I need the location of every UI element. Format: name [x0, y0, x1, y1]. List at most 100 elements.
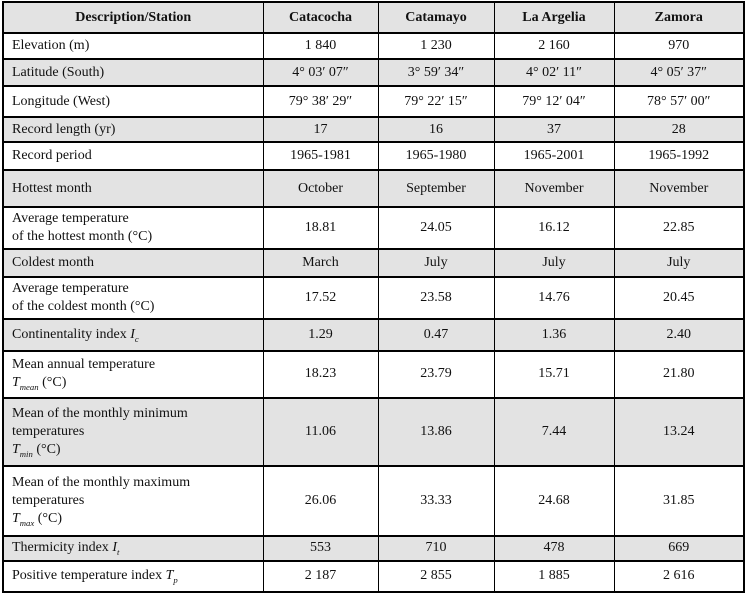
table-row: Coldest month March July July July — [2, 247, 745, 278]
value-cell: November — [493, 169, 615, 208]
table-row: Record length (yr) 17 16 37 28 — [2, 116, 745, 143]
header-row: Description/Station Catacocha Catamayo La A… — [2, 1, 745, 34]
header-cell-station: Zamora — [613, 1, 745, 34]
value-cell: 13.86 — [377, 396, 495, 467]
value-cell: November — [613, 169, 745, 208]
value-cell: 31.85 — [613, 464, 745, 537]
value-cell: 1 885 — [493, 559, 615, 593]
row-label: Record length (yr) — [2, 116, 264, 143]
value-cell: 18.81 — [262, 206, 379, 250]
value-cell: 79° 22′ 15″ — [377, 85, 495, 118]
row-label: Mean of the monthly minimum temperatures T… — [2, 396, 264, 467]
value-cell: 1.36 — [493, 317, 615, 352]
value-cell: 1965-1980 — [377, 141, 495, 171]
value-cell: 22.85 — [613, 206, 745, 250]
value-cell: 553 — [262, 534, 379, 562]
row-label: Elevation (m) — [2, 32, 264, 60]
value-cell: 1 840 — [262, 32, 379, 60]
value-cell: 2 187 — [262, 559, 379, 593]
table-row: Mean of the monthly minimum temperatures T… — [2, 396, 745, 467]
table-row: Mean annual temperature Tmean (°C) 18.23 23… — [2, 349, 745, 399]
table-row: Mean of the monthly maximum temperatures T… — [2, 464, 745, 537]
value-cell: 2 616 — [613, 559, 745, 593]
header-cell-station: Catamayo — [377, 1, 495, 34]
table-row: Positive temperature index Tp 2 187 2 855 1… — [2, 559, 745, 593]
value-cell: July — [377, 247, 495, 278]
value-cell: 1965-1981 — [262, 141, 379, 171]
value-cell: 2 855 — [377, 559, 495, 593]
value-cell: 78° 57′ 00″ — [613, 85, 745, 118]
value-cell: 1 230 — [377, 32, 495, 60]
row-label: Hottest month — [2, 169, 264, 208]
value-cell: 478 — [493, 534, 615, 562]
row-label: Continentality index Ic — [2, 317, 264, 352]
value-cell: 13.24 — [613, 396, 745, 467]
row-label: Thermicity index It — [2, 534, 264, 562]
value-cell: 0.47 — [377, 317, 495, 352]
value-cell: 15.71 — [493, 349, 615, 399]
table-row: Elevation (m) 1 840 1 230 2 160 970 — [2, 32, 745, 60]
row-label: Record period — [2, 141, 264, 171]
value-cell: 28 — [613, 116, 745, 143]
value-cell: September — [377, 169, 495, 208]
value-cell: 669 — [613, 534, 745, 562]
value-cell: July — [493, 247, 615, 278]
table-row: Average temperature of the hottest month … — [2, 206, 745, 250]
value-cell: 37 — [493, 116, 615, 143]
row-label: Latitude (South) — [2, 58, 264, 87]
value-cell: 2.40 — [613, 317, 745, 352]
value-cell: 79° 38′ 29″ — [262, 85, 379, 118]
value-cell: 3° 59′ 34″ — [377, 58, 495, 87]
value-cell: 970 — [613, 32, 745, 60]
value-cell: July — [613, 247, 745, 278]
value-cell: 16 — [377, 116, 495, 143]
table-row: Longitude (West) 79° 38′ 29″ 79° 22′ 15″ 79… — [2, 85, 745, 118]
header-cell-description-station: Description/Station — [2, 1, 264, 34]
table-header: Description/Station Catacocha Catamayo La A… — [2, 1, 745, 34]
table-body: Elevation (m) 1 840 1 230 2 160 970 Latitude … — [2, 32, 745, 593]
value-cell: 23.79 — [377, 349, 495, 399]
value-cell: 20.45 — [613, 275, 745, 320]
value-cell: 710 — [377, 534, 495, 562]
value-cell: 26.06 — [262, 464, 379, 537]
value-cell: 1965-1992 — [613, 141, 745, 171]
value-cell: 4° 05′ 37″ — [613, 58, 745, 87]
header-cell-station: La Argelia — [493, 1, 615, 34]
value-cell: 23.58 — [377, 275, 495, 320]
value-cell: 1965-2001 — [493, 141, 615, 171]
table-row: Average temperature of the coldest month … — [2, 275, 745, 320]
value-cell: 79° 12′ 04″ — [493, 85, 615, 118]
row-label: Mean annual temperature Tmean (°C) — [2, 349, 264, 399]
row-label: Longitude (West) — [2, 85, 264, 118]
header-cell-station: Catacocha — [262, 1, 379, 34]
table-row: Record period 1965-1981 1965-1980 1965-2001… — [2, 141, 745, 171]
row-label: Positive temperature index Tp — [2, 559, 264, 593]
value-cell: 17.52 — [262, 275, 379, 320]
row-label: Average temperature of the coldest month … — [2, 275, 264, 320]
value-cell: 16.12 — [493, 206, 615, 250]
value-cell: March — [262, 247, 379, 278]
value-cell: 18.23 — [262, 349, 379, 399]
value-cell: 33.33 — [377, 464, 495, 537]
row-label: Mean of the monthly maximum temperatures T… — [2, 464, 264, 537]
value-cell: 4° 02′ 11″ — [493, 58, 615, 87]
value-cell: 1.29 — [262, 317, 379, 352]
table-row: Thermicity index It 553 710 478 669 — [2, 534, 745, 562]
value-cell: October — [262, 169, 379, 208]
row-label: Coldest month — [2, 247, 264, 278]
value-cell: 17 — [262, 116, 379, 143]
value-cell: 24.68 — [493, 464, 615, 537]
value-cell: 4° 03′ 07″ — [262, 58, 379, 87]
table-row: Latitude (South) 4° 03′ 07″ 3° 59′ 34″ 4° 0… — [2, 58, 745, 87]
value-cell: 2 160 — [493, 32, 615, 60]
value-cell: 7.44 — [493, 396, 615, 467]
value-cell: 21.80 — [613, 349, 745, 399]
value-cell: 24.05 — [377, 206, 495, 250]
value-cell: 11.06 — [262, 396, 379, 467]
row-label: Average temperature of the hottest month … — [2, 206, 264, 250]
value-cell: 14.76 — [493, 275, 615, 320]
table-row: Hottest month October September November Nov… — [2, 169, 745, 208]
table-row: Continentality index Ic 1.29 0.47 1.36 2.40 — [2, 317, 745, 352]
